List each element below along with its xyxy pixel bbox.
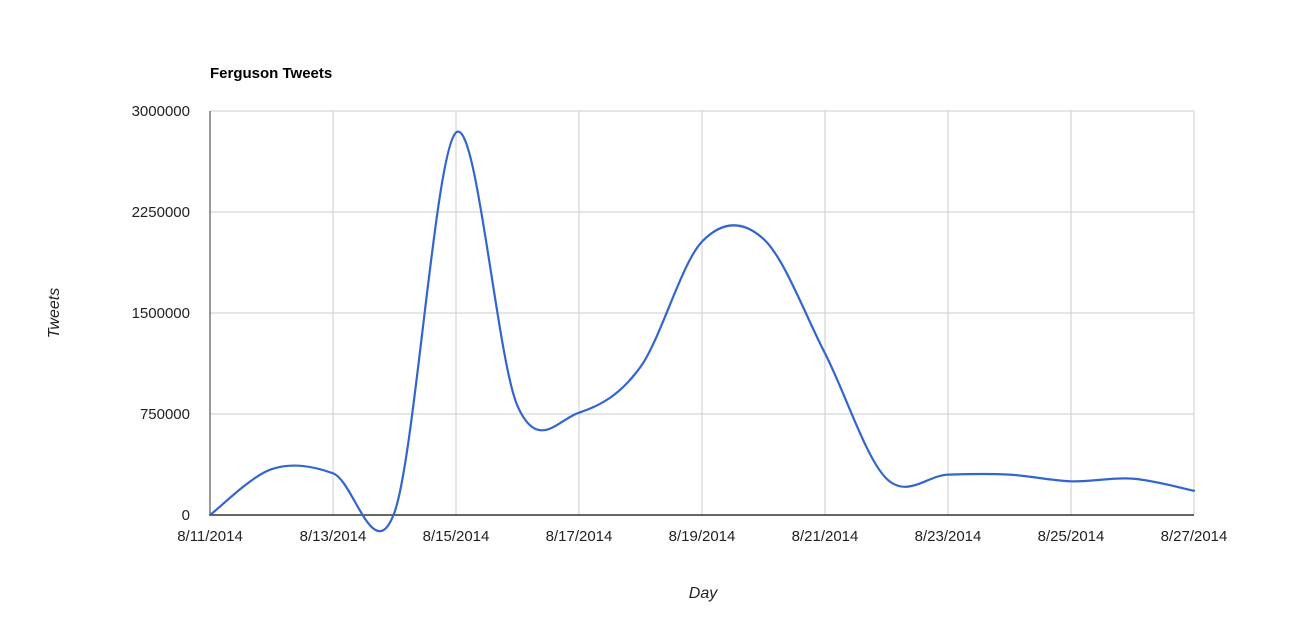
data-point	[516, 404, 520, 408]
data-point	[762, 237, 766, 241]
x-tick-label: 8/11/2014	[177, 528, 243, 545]
data-point	[700, 240, 704, 244]
x-tick-label: 8/23/2014	[915, 528, 982, 545]
x-tick-label: 8/21/2014	[792, 528, 859, 545]
y-tick-labels: 0 750000 1500000 2250000 3000000	[132, 103, 190, 524]
x-tick-label: 8/27/2014	[1161, 528, 1228, 545]
y-tick-label: 1500000	[132, 305, 190, 322]
chart-title: Ferguson Tweets	[210, 65, 332, 82]
x-tick-label: 8/25/2014	[1038, 528, 1105, 545]
x-axis-title: Day	[689, 585, 718, 602]
data-point	[946, 473, 950, 477]
grid	[210, 111, 1194, 515]
data-point	[270, 467, 274, 471]
data-point	[577, 411, 581, 415]
data-point	[885, 477, 889, 481]
data-point	[1192, 489, 1196, 493]
data-point	[208, 513, 212, 517]
data-point	[1131, 477, 1135, 481]
x-tick-label: 8/13/2014	[300, 528, 367, 545]
data-point	[454, 131, 458, 135]
data-point	[1069, 479, 1073, 483]
data-point	[1008, 473, 1012, 477]
y-axis-title: Tweets	[46, 288, 63, 338]
data-point	[823, 351, 827, 355]
y-tick-label: 3000000	[132, 103, 190, 120]
x-tick-label: 8/19/2014	[669, 528, 736, 545]
x-tick-label: 8/15/2014	[423, 528, 490, 545]
data-point	[393, 510, 397, 514]
data-point	[331, 471, 335, 475]
x-tick-label: 8/17/2014	[546, 528, 613, 545]
y-tick-label: 2250000	[132, 204, 190, 221]
y-tick-label: 0	[182, 507, 190, 524]
x-tick-labels: 8/11/2014 8/13/2014 8/15/2014 8/17/2014 8/19…	[177, 528, 1227, 545]
data-point	[639, 365, 643, 369]
y-tick-label: 750000	[140, 406, 190, 423]
